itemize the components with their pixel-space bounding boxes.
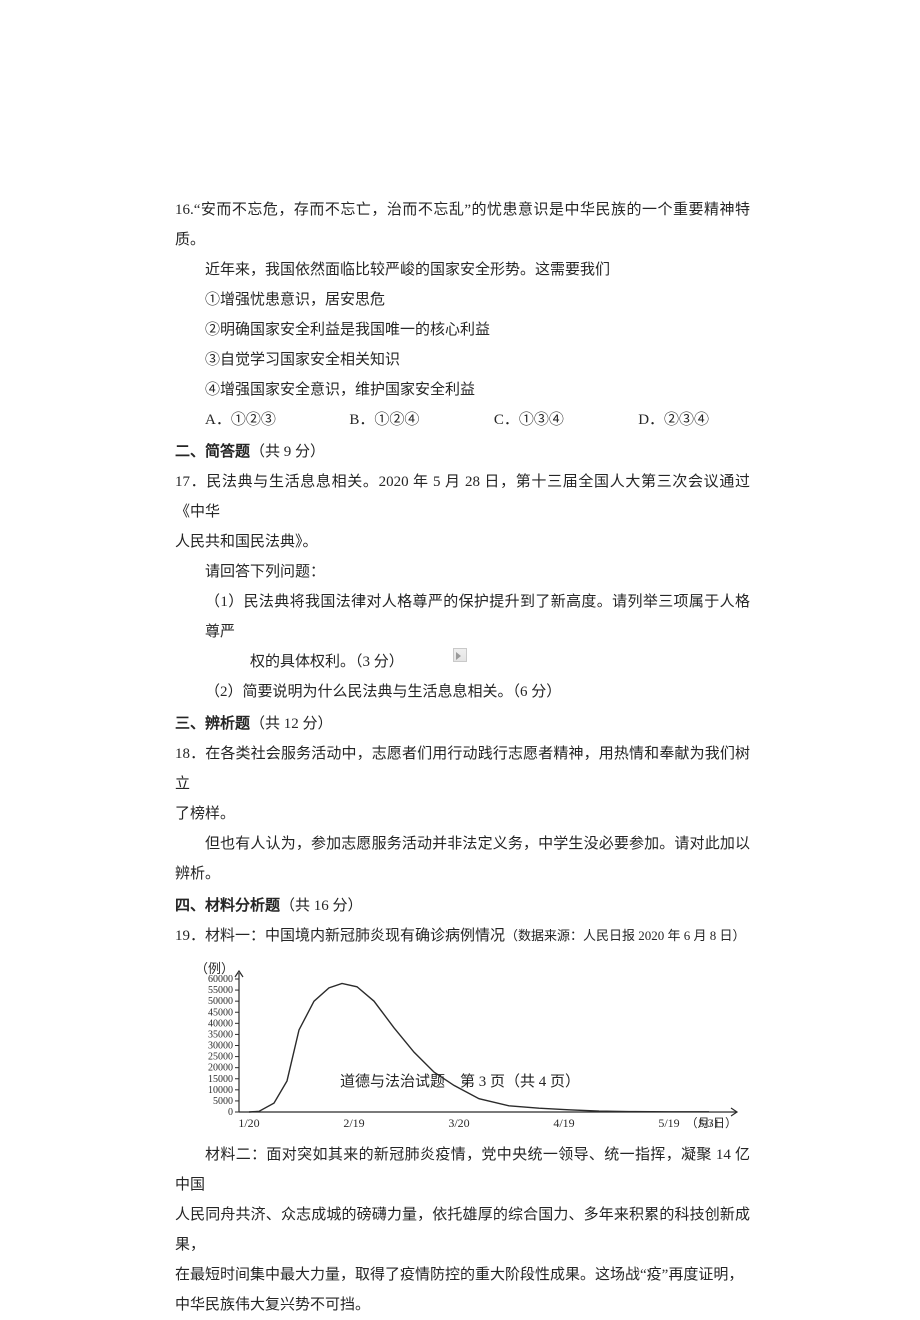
- svg-text:45000: 45000: [208, 1007, 233, 1018]
- covid-cases-chart: （例）6000055000500004500040000350003000025…: [179, 959, 739, 1134]
- svg-text:40000: 40000: [208, 1018, 233, 1029]
- q17-prompt: 请回答下列问题：: [175, 557, 750, 587]
- section-4-points: （共 16 分）: [280, 898, 363, 914]
- chart-svg: （例）6000055000500004500040000350003000025…: [179, 959, 739, 1134]
- q17-stem-line2: 人民共和国民法典》。: [175, 527, 750, 557]
- section-2-heading: 二、简答题（共 9 分）: [175, 437, 750, 467]
- svg-text:4/19: 4/19: [553, 1116, 574, 1130]
- svg-text:50000: 50000: [208, 996, 233, 1007]
- q16-statement-4: ④增强国家安全意识，维护国家安全利益: [175, 375, 750, 405]
- q16-stem-line2: 近年来，我国依然面临比较严峻的国家安全形势。这需要我们: [175, 255, 750, 285]
- q17-sub2: （2）简要说明为什么民法典与生活息息相关。（6 分）: [175, 677, 750, 707]
- watermark-icon: [453, 648, 467, 662]
- q19-source: （数据来源：人民日报 2020 年 6 月 8 日）: [505, 928, 746, 943]
- svg-text:1/20: 1/20: [238, 1116, 259, 1130]
- section-3-points: （共 12 分）: [250, 716, 333, 732]
- q18-line1: 18．在各类社会服务活动中，志愿者们用行动践行志愿者精神，用热情和奉献为我们树立: [175, 739, 750, 799]
- m2-line3: 在最短时间集中最大力量，取得了疫情防控的重大阶段性成果。这场战“疫”再度证明，: [175, 1260, 750, 1290]
- svg-text:35000: 35000: [208, 1029, 233, 1040]
- q19-material1-label: 19．材料一：中国境内新冠肺炎现有确诊病例情况: [175, 928, 505, 944]
- m2-line4: 中华民族伟大复兴势不可挡。: [175, 1290, 750, 1320]
- question-17: 17．民法典与生活息息相关。2020 年 5 月 28 日，第十三届全国人大第三…: [175, 467, 750, 707]
- section-2-points: （共 9 分）: [250, 444, 325, 460]
- section-4-heading: 四、材料分析题（共 16 分）: [175, 891, 750, 921]
- svg-text:（月/日）: （月/日）: [686, 1116, 737, 1130]
- q16-option-b: B．①②④: [349, 405, 493, 435]
- q16-statement-1: ①增强忧患意识，居安思危: [175, 285, 750, 315]
- question-16: 16.“安而不忘危，存而不忘亡，治而不忘乱”的忧患意识是中华民族的一个重要精神特…: [175, 195, 750, 435]
- q16-stem-line1: 16.“安而不忘危，存而不忘亡，治而不忘乱”的忧患意识是中华民族的一个重要精神特…: [175, 195, 750, 255]
- q17-sub1-line1: （1）民法典将我国法律对人格尊严的保护提升到了新高度。请列举三项属于人格尊严: [175, 587, 750, 647]
- svg-text:60000: 60000: [208, 974, 233, 985]
- q18-line3: 但也有人认为，参加志愿服务活动并非法定义务，中学生没必要参加。请对此加以辨析。: [175, 829, 750, 889]
- q18-line2: 了榜样。: [175, 799, 750, 829]
- q16-options: A．①②③ B．①②④ C．①③④ D．②③④: [175, 405, 750, 435]
- section-2-title: 二、简答题: [175, 444, 250, 460]
- section-4-title: 四、材料分析题: [175, 898, 280, 914]
- question-18: 18．在各类社会服务活动中，志愿者们用行动践行志愿者精神，用热情和奉献为我们树立…: [175, 739, 750, 889]
- m2-line2: 人民同舟共济、众志成城的磅礴力量，依托雄厚的综合国力、多年来积累的科技创新成果，: [175, 1200, 750, 1260]
- q16-statement-2: ②明确国家安全利益是我国唯一的核心利益: [175, 315, 750, 345]
- material-2: 材料二：面对突如其来的新冠肺炎疫情，党中央统一领导、统一指挥，凝聚 14 亿中国…: [175, 1140, 750, 1320]
- page-footer: 道德与法治试题 第 3 页（共 4 页）: [0, 1067, 920, 1097]
- svg-text:0: 0: [228, 1107, 233, 1118]
- svg-text:55000: 55000: [208, 985, 233, 996]
- q16-statement-3: ③自觉学习国家安全相关知识: [175, 345, 750, 375]
- q16-option-a: A．①②③: [205, 405, 349, 435]
- svg-text:3/20: 3/20: [448, 1116, 469, 1130]
- q16-option-c: C．①③④: [494, 405, 638, 435]
- svg-text:30000: 30000: [208, 1041, 233, 1052]
- svg-text:2/19: 2/19: [343, 1116, 364, 1130]
- svg-text:5/19: 5/19: [658, 1116, 679, 1130]
- m2-line1: 材料二：面对突如其来的新冠肺炎疫情，党中央统一领导、统一指挥，凝聚 14 亿中国: [175, 1140, 750, 1200]
- svg-text:25000: 25000: [208, 1052, 233, 1063]
- section-3-heading: 三、辨析题（共 12 分）: [175, 709, 750, 739]
- question-19-stem: 19．材料一：中国境内新冠肺炎现有确诊病例情况（数据来源：人民日报 2020 年…: [175, 921, 750, 951]
- svg-text:5000: 5000: [213, 1096, 233, 1107]
- section-3-title: 三、辨析题: [175, 716, 250, 732]
- q17-stem-line1: 17．民法典与生活息息相关。2020 年 5 月 28 日，第十三届全国人大第三…: [175, 467, 750, 527]
- q16-option-d: D．②③④: [638, 405, 750, 435]
